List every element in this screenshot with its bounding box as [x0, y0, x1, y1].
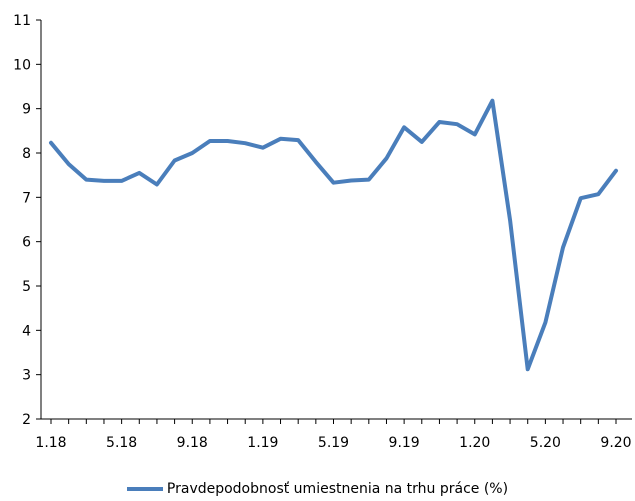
legend-swatch	[126, 487, 163, 491]
x-tick-label: 9.20	[600, 435, 631, 451]
chart-legend: Pravdepodobnosť umiestnenia na trhu prác…	[0, 477, 635, 501]
y-tick-label: 2	[22, 412, 31, 428]
x-tick-label: 1.18	[35, 435, 66, 451]
x-tick-label: 9.18	[177, 435, 208, 451]
y-tick-label: 6	[22, 235, 31, 251]
series-layer	[49, 98, 618, 372]
x-axis-ticks: 1.18 5.18 9.18 1.19 5.19 9.19 1.20 5.20 9.20	[35, 419, 632, 451]
x-tick-label: 1.19	[247, 435, 278, 451]
y-tick-label: 11	[13, 13, 31, 29]
x-tick-label: 9.19	[389, 435, 420, 451]
y-tick-label: 9	[22, 102, 31, 118]
chart-axes	[40, 20, 632, 420]
legend-label: Pravdepodobnosť umiestnenia na trhu prác…	[166, 481, 509, 497]
y-tick-label: 8	[22, 146, 31, 162]
x-tick-label: 5.20	[530, 435, 561, 451]
x-tick-label: 5.18	[106, 435, 137, 451]
y-tick-label: 4	[22, 323, 31, 339]
y-tick-label: 7	[22, 190, 31, 206]
y-axis-ticks: 2 3 4 5 6 7 8 9 10 11	[13, 13, 41, 428]
y-tick-label: 10	[13, 57, 31, 73]
y-tick-label: 5	[22, 279, 31, 295]
series-line	[49, 98, 618, 372]
x-tick-label: 5.19	[318, 435, 349, 451]
x-tick-label: 1.20	[459, 435, 490, 451]
y-tick-label: 3	[22, 368, 31, 384]
